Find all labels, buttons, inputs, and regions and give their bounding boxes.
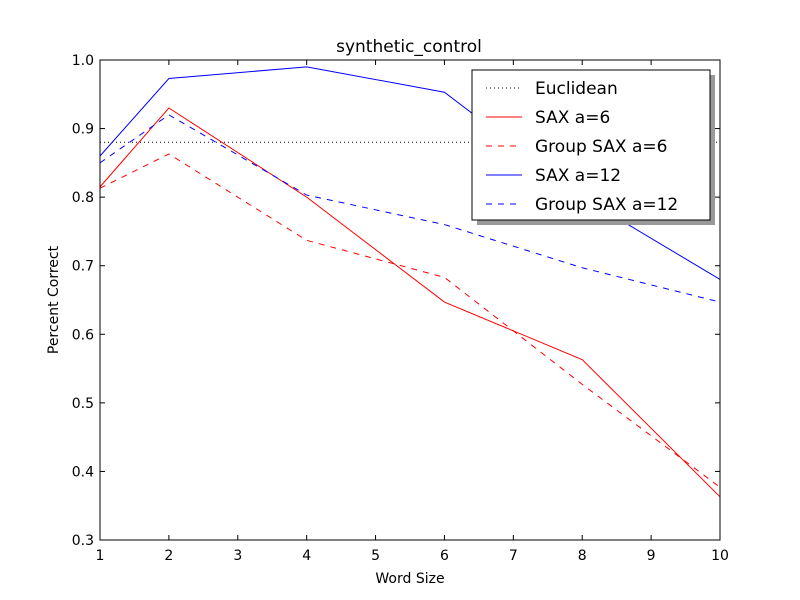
legend-label: Group SAX a=12: [535, 195, 678, 215]
series-line-sax-a-6: [99, 107, 721, 498]
y-tick-label: 0.8: [72, 190, 94, 206]
y-tick-label: 1.0: [72, 53, 94, 69]
x-tick-label: 7: [509, 548, 518, 564]
x-tick-label: 1: [96, 548, 105, 564]
legend-label: Group SAX a=6: [535, 137, 667, 157]
series-line-group-sax-a-6: [99, 153, 721, 488]
x-tick-label: 6: [440, 548, 449, 564]
y-tick-label: 0.7: [72, 259, 94, 275]
y-tick-label: 0.5: [72, 396, 94, 412]
plot-frame: [99, 59, 721, 541]
legend-label: SAX a=6: [535, 108, 610, 128]
x-tick-label: 2: [164, 548, 173, 564]
x-tick-label: 10: [711, 548, 729, 564]
legend-label: Euclidean: [535, 79, 618, 99]
y-axis-label: Percent Correct: [46, 245, 62, 354]
x-axis-label: Word Size: [375, 571, 444, 587]
ticks-layer: 1 2 3 4 5 6 7 8 9 10 0.3 0.4 0.5 0.6 0.7 0.8 0.9 1.0: [72, 53, 729, 564]
legend-label: SAX a=12: [535, 166, 621, 186]
y-tick-label: 0.3: [72, 533, 94, 549]
y-tick-label: 0.6: [72, 327, 94, 343]
y-tick-label: 0.9: [72, 122, 94, 138]
y-tick-label: 0.4: [72, 464, 94, 480]
x-tick-label: 4: [302, 548, 311, 564]
legend-box: [471, 69, 711, 221]
x-tick-label: 8: [578, 548, 587, 564]
chart-title: synthetic_control: [336, 37, 482, 57]
x-tick-label: 9: [647, 548, 656, 564]
legend: Euclidean SAX a=6 Group SAX a=6 SAX a=12 Gro…: [471, 69, 715, 225]
x-tick-label: 3: [233, 548, 242, 564]
x-tick-label: 5: [371, 548, 380, 564]
series-line-group-sax-a-12: [99, 114, 721, 303]
